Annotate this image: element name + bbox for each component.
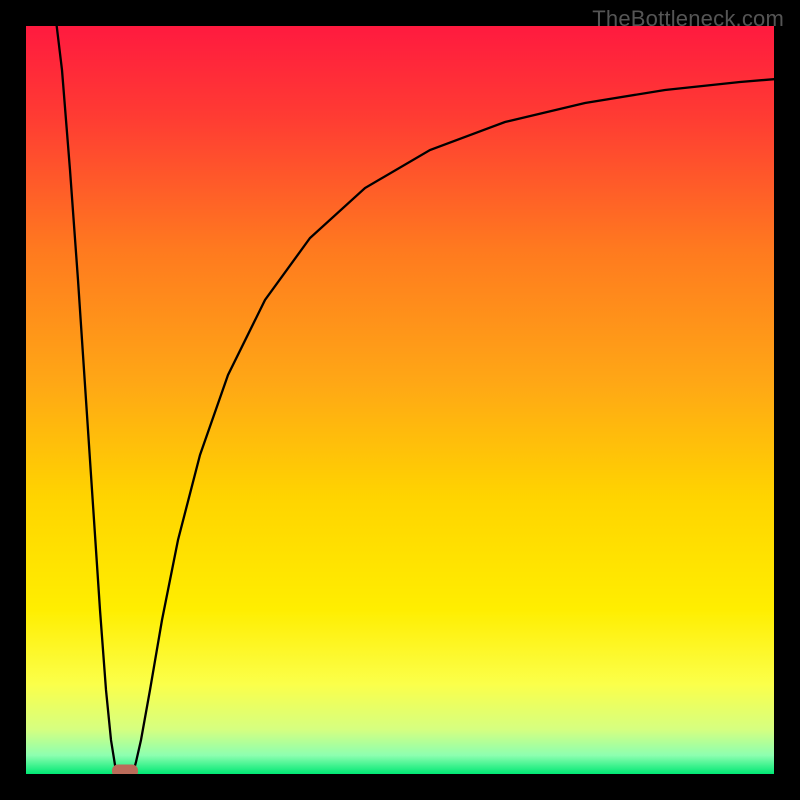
watermark-text: TheBottleneck.com [592, 6, 784, 32]
gradient-background [26, 26, 774, 774]
bottleneck-chart [0, 0, 800, 800]
